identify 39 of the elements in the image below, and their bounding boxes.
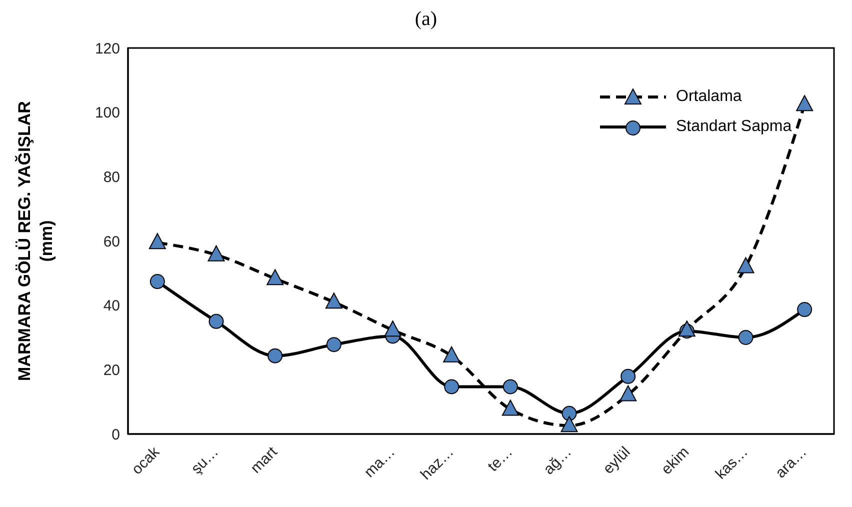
point	[620, 385, 637, 402]
x-tick-label: ara…	[772, 444, 810, 482]
point	[796, 95, 814, 112]
point	[148, 233, 166, 250]
x-tick-label: ekim	[658, 444, 693, 478]
legend-label: Ortalama	[676, 88, 742, 106]
y-tick-label: 60	[103, 233, 120, 250]
point	[444, 379, 460, 394]
point	[502, 379, 518, 394]
y-tick-label: 20	[103, 362, 120, 379]
y-tick-label: 0	[112, 426, 120, 444]
point	[737, 257, 754, 274]
point	[562, 406, 577, 421]
y-tick-label: 80	[103, 168, 120, 186]
point	[620, 368, 636, 384]
point	[738, 330, 754, 345]
point	[208, 314, 224, 329]
point	[266, 269, 284, 286]
point	[384, 320, 402, 337]
x-tick-label: ma…	[361, 444, 398, 481]
y-tick-label: 100	[94, 104, 120, 122]
point	[268, 348, 283, 364]
point	[678, 320, 696, 337]
y-axis-title: MARMARA GÖLÜ REG. YAĞIŞLAR (mm)	[14, 101, 56, 381]
x-tick-label: ağ…	[540, 444, 575, 478]
point	[443, 346, 460, 362]
y-tick-label: 120	[94, 40, 120, 58]
point	[797, 302, 812, 318]
y-tick-label: 40	[103, 298, 120, 315]
point	[502, 400, 519, 416]
point	[560, 416, 578, 432]
point	[325, 292, 342, 309]
x-tick-label: te…	[484, 444, 516, 476]
x-tick-label: şu…	[188, 444, 222, 478]
point	[326, 337, 342, 352]
point	[208, 245, 225, 262]
point	[150, 274, 165, 290]
chart-title: (a)	[414, 8, 438, 32]
legend-label: Standart Sapma	[676, 118, 792, 136]
